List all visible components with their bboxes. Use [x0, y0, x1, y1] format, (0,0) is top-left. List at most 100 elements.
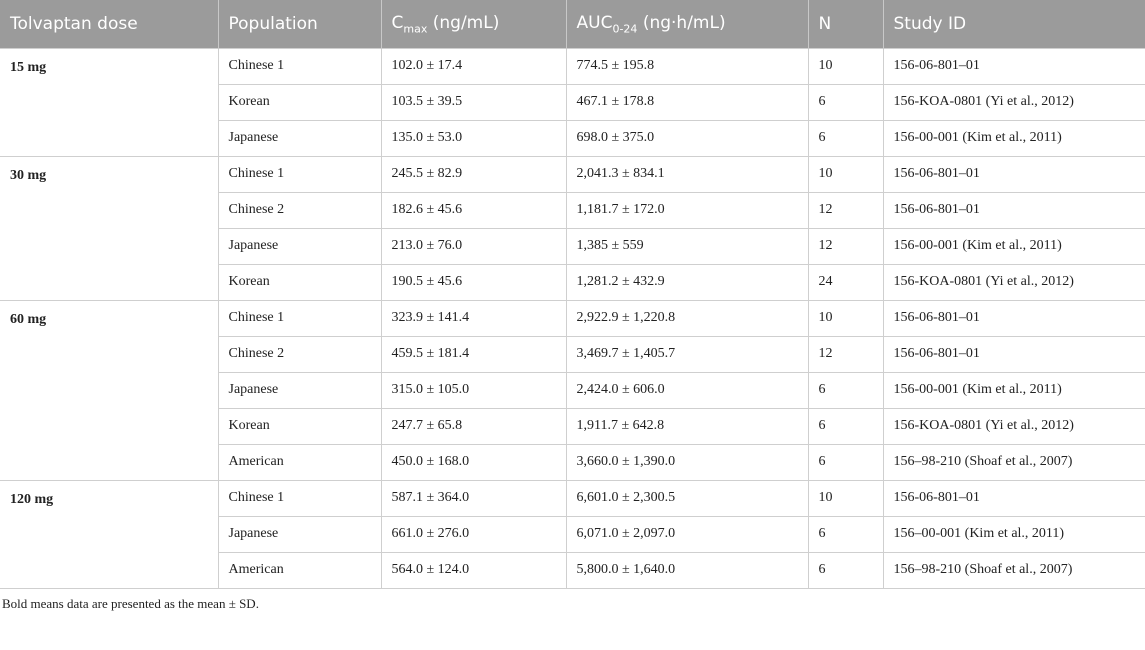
- cmax-cell: 459.5 ± 181.4: [380, 335, 567, 373]
- cmax-cell: 103.5 ± 39.5: [380, 83, 567, 121]
- auc-cell: 3,469.7 ± 1,405.7: [565, 335, 809, 373]
- study-id-cell: 156–98-210 (Shoaf et al., 2007): [882, 551, 1145, 589]
- population-cell: Korean: [217, 263, 382, 301]
- n-cell: 12: [807, 335, 884, 373]
- pk-table: Tolvaptan dose Population Cmax (ng/mL) A…: [0, 0, 1145, 589]
- auc-cell: 2,424.0 ± 606.0: [565, 371, 809, 409]
- table-row: 15 mg Chinese 1 102.0 ± 17.4 774.5 ± 195.8 1…: [0, 47, 1145, 157]
- auc-cell: 6,601.0 ± 2,300.5: [565, 479, 809, 517]
- cmax-cell: 190.5 ± 45.6: [380, 263, 567, 301]
- study-id-cell: 156-00-001 (Kim et al., 2011): [882, 227, 1145, 265]
- population-cell: Chinese 1: [217, 479, 382, 517]
- n-cell: 6: [807, 119, 884, 157]
- auc-cell: 774.5 ± 195.8: [565, 47, 809, 85]
- cmax-cell: 661.0 ± 276.0: [380, 515, 567, 553]
- footnote: Bold means data are presented as the mea…: [2, 595, 259, 611]
- table-row: Japanese 213.0 ± 76.0 1,385 ± 559 12 156-00-…: [0, 227, 1145, 265]
- table-row: 120 mg Chinese 1 587.1 ± 364.0 6,601.0 ± 2,…: [0, 479, 1145, 589]
- table-row: Japanese 661.0 ± 276.0 6,071.0 ± 2,097.0 6 1…: [0, 515, 1145, 553]
- n-cell: 12: [807, 191, 884, 229]
- table-row: Korean 103.5 ± 39.5 467.1 ± 178.8 6 156-KOA-…: [0, 83, 1145, 121]
- population-cell: American: [217, 551, 382, 589]
- n-cell: 10: [807, 47, 884, 85]
- study-id-cell: 156-KOA-0801 (Yi et al., 2012): [882, 407, 1145, 445]
- auc-cell: 467.1 ± 178.8: [565, 83, 809, 121]
- header-row: Tolvaptan dose Population Cmax (ng/mL) A…: [0, 0, 1145, 48]
- study-id-cell: 156-06-801–01: [882, 155, 1145, 193]
- table-row: Chinese 2 182.6 ± 45.6 1,181.7 ± 172.0 12 15…: [0, 191, 1145, 229]
- population-cell: Chinese 2: [217, 191, 382, 229]
- auc-cell: 1,181.7 ± 172.0: [565, 191, 809, 229]
- n-cell: 6: [807, 371, 884, 409]
- study-id-cell: 156-06-801–01: [882, 335, 1145, 373]
- population-cell: American: [217, 443, 382, 481]
- population-cell: Korean: [217, 83, 382, 121]
- header-study: Study ID: [882, 0, 1145, 48]
- population-cell: Japanese: [217, 371, 382, 409]
- study-id-cell: 156-KOA-0801 (Yi et al., 2012): [882, 263, 1145, 301]
- study-id-cell: 156-KOA-0801 (Yi et al., 2012): [882, 83, 1145, 121]
- cmax-cell: 245.5 ± 82.9: [380, 155, 567, 193]
- auc-cell: 698.0 ± 375.0: [565, 119, 809, 157]
- cmax-cell: 135.0 ± 53.0: [380, 119, 567, 157]
- study-id-cell: 156–98-210 (Shoaf et al., 2007): [882, 443, 1145, 481]
- cmax-cell: 323.9 ± 141.4: [380, 299, 567, 337]
- cmax-cell: 213.0 ± 76.0: [380, 227, 567, 265]
- cmax-cell: 315.0 ± 105.0: [380, 371, 567, 409]
- auc-cell: 3,660.0 ± 1,390.0: [565, 443, 809, 481]
- population-cell: Chinese 1: [217, 155, 382, 193]
- header-auc: AUC0-24 (ng·h/mL): [565, 0, 808, 48]
- table-row: American 450.0 ± 168.0 3,660.0 ± 1,390.0 6 1…: [0, 443, 1145, 481]
- population-cell: Chinese 1: [217, 299, 382, 337]
- cmax-cell: 587.1 ± 364.0: [380, 479, 567, 517]
- cmax-cell: 247.7 ± 65.8: [380, 407, 567, 445]
- population-cell: Japanese: [217, 119, 382, 157]
- population-cell: Chinese 1: [217, 47, 382, 85]
- n-cell: 6: [807, 83, 884, 121]
- dose-cell: 30 mg: [0, 155, 219, 301]
- table-row: Japanese 135.0 ± 53.0 698.0 ± 375.0 6 156-00…: [0, 119, 1145, 157]
- table-row: Korean 247.7 ± 65.8 1,911.7 ± 642.8 6 156-KO…: [0, 407, 1145, 445]
- auc-cell: 2,922.9 ± 1,220.8: [565, 299, 809, 337]
- study-id-cell: 156-06-801–01: [882, 479, 1145, 517]
- dose-cell: 60 mg: [0, 299, 219, 481]
- population-cell: Japanese: [217, 515, 382, 553]
- auc-cell: 6,071.0 ± 2,097.0: [565, 515, 809, 553]
- n-cell: 24: [807, 263, 884, 301]
- population-cell: Chinese 2: [217, 335, 382, 373]
- n-cell: 6: [807, 551, 884, 589]
- table-row: Korean 190.5 ± 45.6 1,281.2 ± 432.9 24 156-K…: [0, 263, 1145, 301]
- header-population: Population: [217, 0, 381, 48]
- table-row: Chinese 2 459.5 ± 181.4 3,469.7 ± 1,405.7 1…: [0, 335, 1145, 373]
- n-cell: 10: [807, 155, 884, 193]
- header-dose: Tolvaptan dose: [0, 0, 218, 48]
- study-id-cell: 156–00-001 (Kim et al., 2011): [882, 515, 1145, 553]
- population-cell: Korean: [217, 407, 382, 445]
- cmax-cell: 102.0 ± 17.4: [380, 47, 567, 85]
- auc-cell: 1,281.2 ± 432.9: [565, 263, 809, 301]
- table-row: 30 mg Chinese 1 245.5 ± 82.9 2,041.3 ± 834.…: [0, 155, 1145, 301]
- cmax-cell: 564.0 ± 124.0: [380, 551, 567, 589]
- cmax-cell: 182.6 ± 45.6: [380, 191, 567, 229]
- dose-cell: 15 mg: [0, 47, 219, 157]
- table-row: 60 mg Chinese 1 323.9 ± 141.4 2,922.9 ± 1,2…: [0, 299, 1145, 481]
- header-n: N: [807, 0, 883, 48]
- table-row: American 564.0 ± 124.0 5,800.0 ± 1,640.0 6 1…: [0, 551, 1145, 589]
- population-cell: Japanese: [217, 227, 382, 265]
- table-row: Japanese 315.0 ± 105.0 2,424.0 ± 606.0 6 156…: [0, 371, 1145, 409]
- study-id-cell: 156-06-801–01: [882, 299, 1145, 337]
- dose-cell: 120 mg: [0, 479, 219, 589]
- auc-cell: 1,385 ± 559: [565, 227, 809, 265]
- study-id-cell: 156-00-001 (Kim et al., 2011): [882, 119, 1145, 157]
- n-cell: 6: [807, 443, 884, 481]
- n-cell: 12: [807, 227, 884, 265]
- study-id-cell: 156-06-801–01: [882, 47, 1145, 85]
- n-cell: 10: [807, 479, 884, 517]
- n-cell: 10: [807, 299, 884, 337]
- n-cell: 6: [807, 407, 884, 445]
- auc-cell: 5,800.0 ± 1,640.0: [565, 551, 809, 589]
- header-cmax: Cmax (ng/mL): [380, 0, 566, 48]
- auc-cell: 1,911.7 ± 642.8: [565, 407, 809, 445]
- study-id-cell: 156-06-801–01: [882, 191, 1145, 229]
- study-id-cell: 156-00-001 (Kim et al., 2011): [882, 371, 1145, 409]
